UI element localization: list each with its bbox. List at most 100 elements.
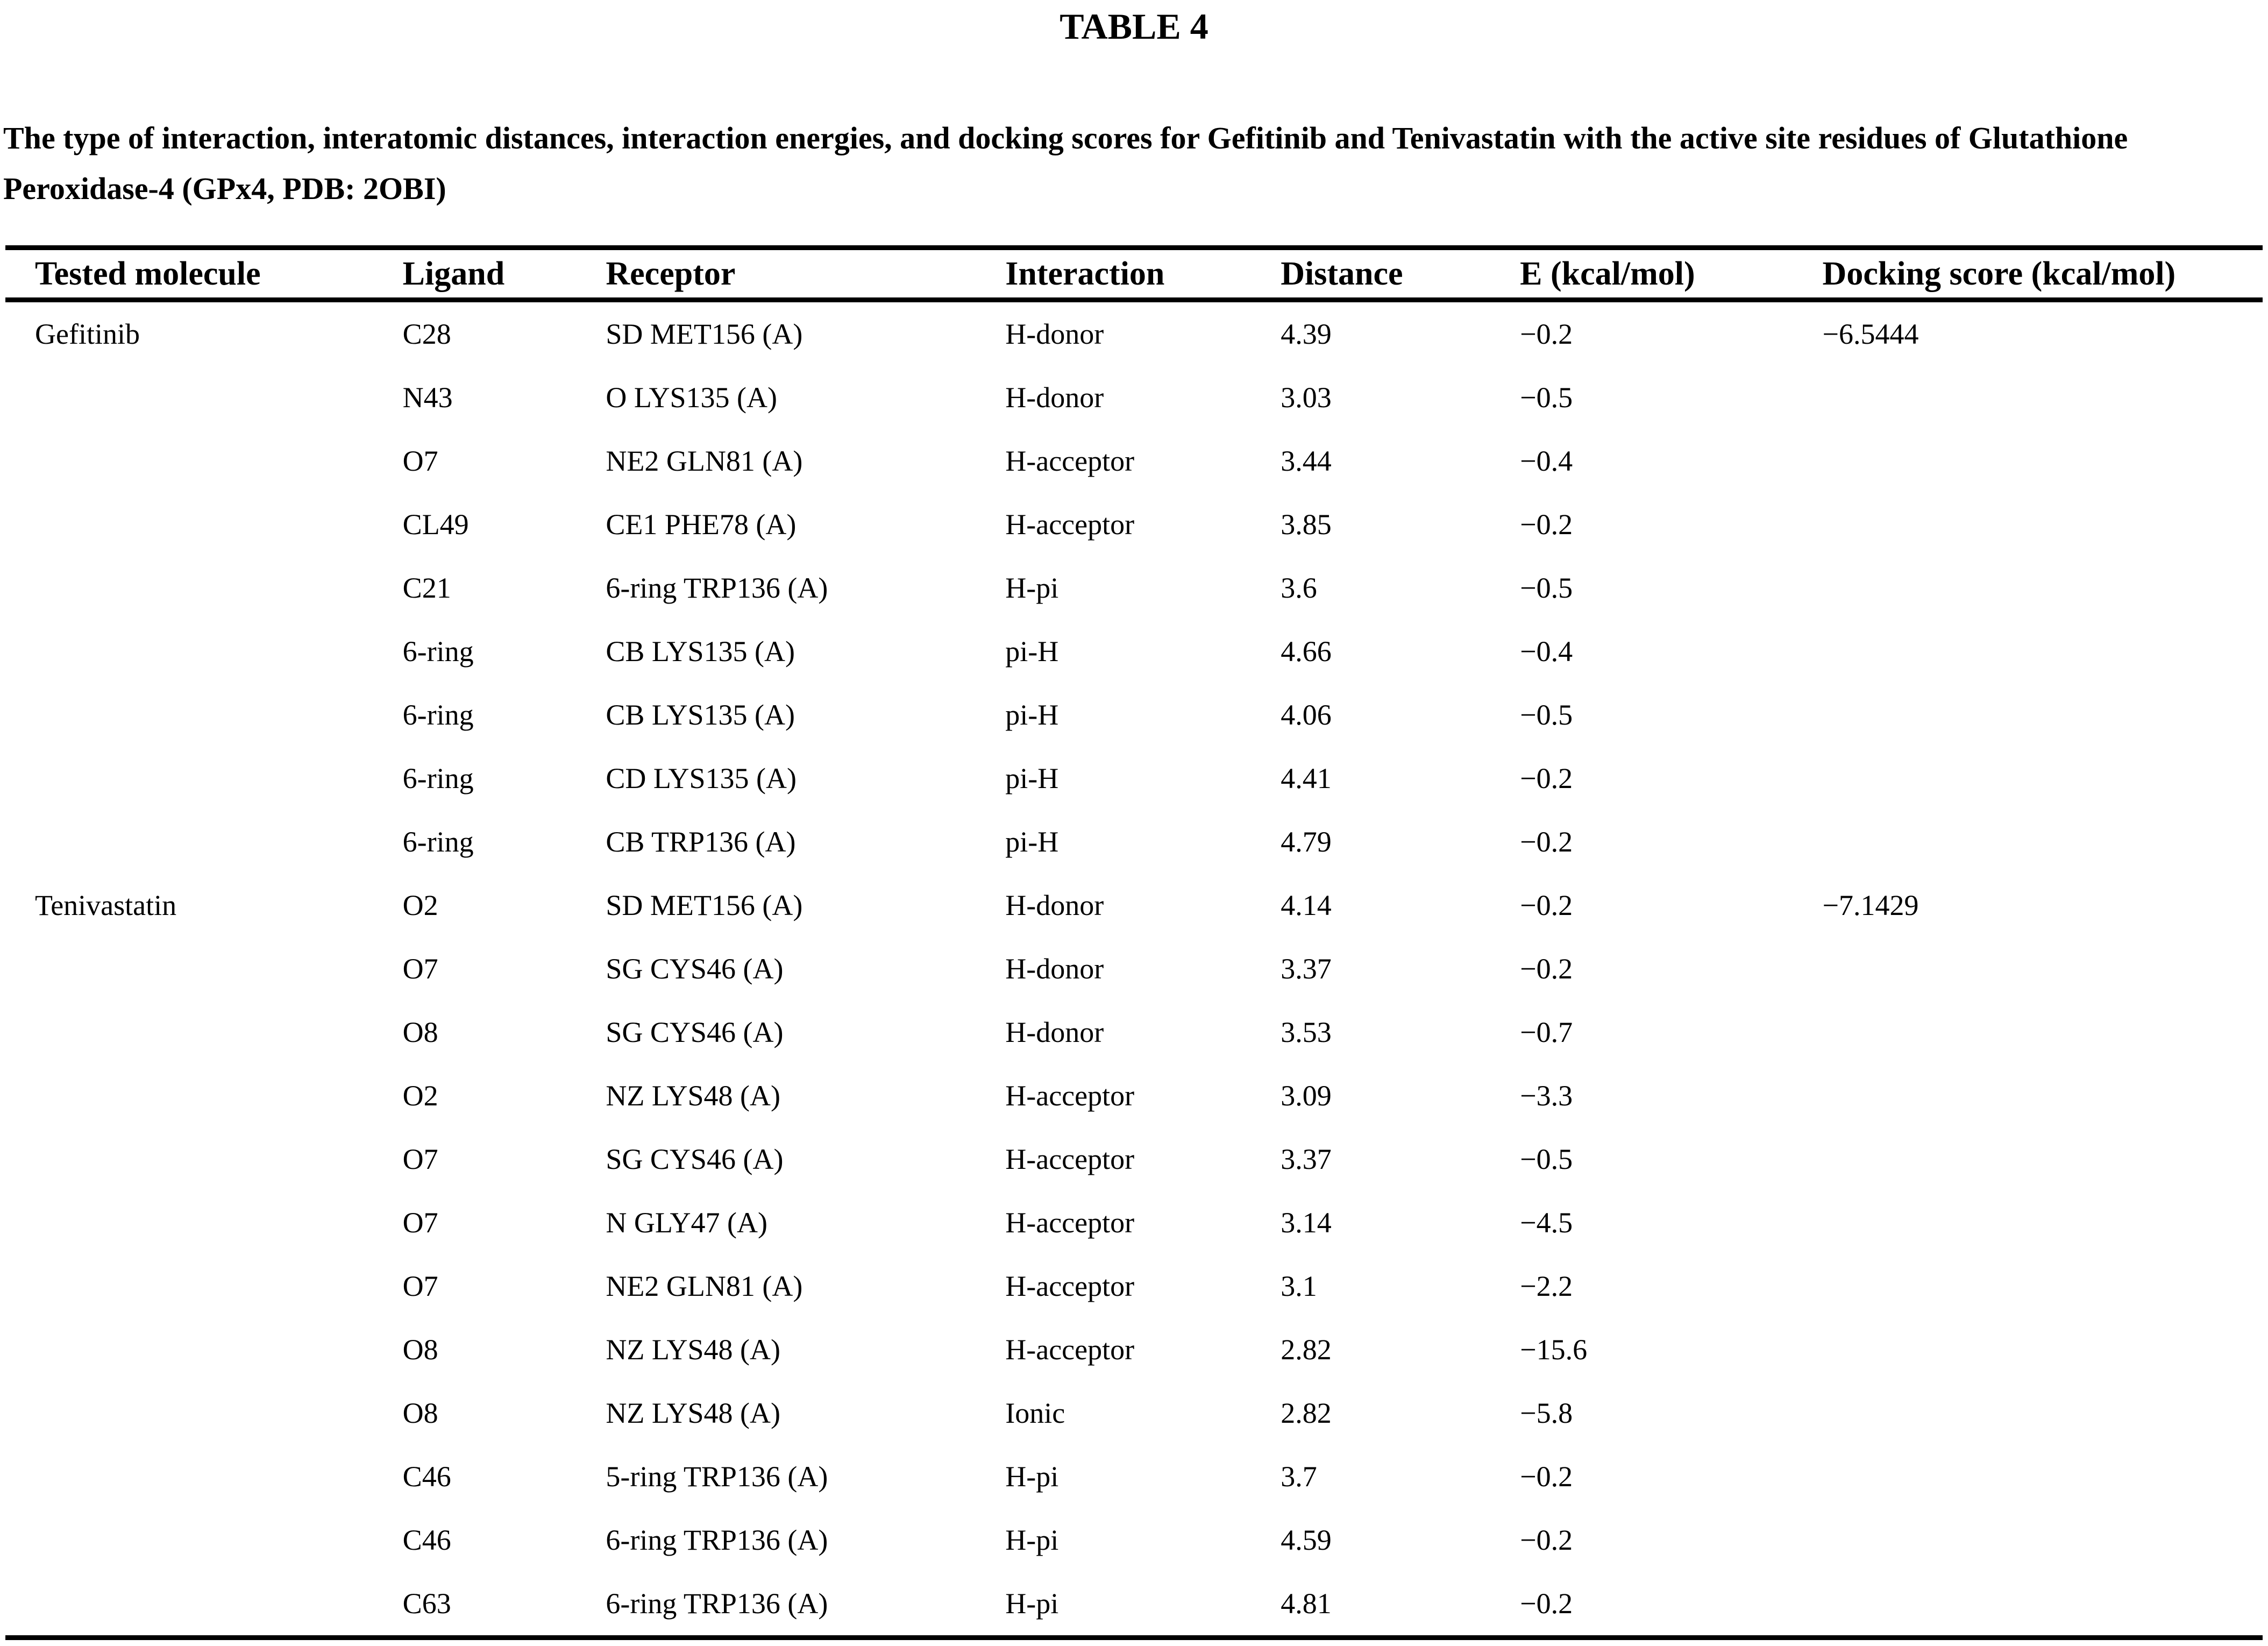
cell-energy: −0.4 <box>1520 445 1573 478</box>
col-header-docking-score: Docking score (kcal/mol) <box>1822 247 2263 303</box>
table-caption: The type of interaction, interatomic dis… <box>3 120 2128 207</box>
cell-interaction: H-acceptor <box>1005 508 1135 541</box>
cell-interaction: H-donor <box>1005 381 1104 414</box>
cell-ligand: O2 <box>402 1080 438 1112</box>
cell-energy: −3.3 <box>1520 1080 1573 1112</box>
cell-ligand: C28 <box>402 318 451 351</box>
cell-tested-molecule: Gefitinib <box>35 318 140 351</box>
cell-distance: 3.37 <box>1281 1143 1332 1176</box>
cell-tested-molecule <box>5 747 403 810</box>
cell-ligand: O7 <box>402 1207 438 1239</box>
table-row: O7 N GLY47 (A) H-acceptor 3.14 −4.5 <box>5 1191 2263 1254</box>
cell-energy: −0.4 <box>1520 635 1573 668</box>
cell-distance: 3.44 <box>1281 445 1332 478</box>
cell-interaction: H-acceptor <box>1005 445 1135 478</box>
col-header-tested-molecule: Tested molecule <box>5 247 403 303</box>
cell-distance: 3.85 <box>1281 508 1332 541</box>
table-row: O7 NE2 GLN81 (A) H-acceptor 3.1 −2.2 <box>5 1254 2263 1318</box>
cell-distance: 4.66 <box>1281 635 1332 668</box>
cell-tested-molecule <box>5 1191 403 1254</box>
cell-tested-molecule <box>5 366 403 429</box>
cell-interaction: H-pi <box>1005 1460 1059 1493</box>
cell-receptor: SG CYS46 (A) <box>606 953 784 985</box>
cell-interaction: H-donor <box>1005 1016 1104 1049</box>
cell-receptor: SD MET156 (A) <box>606 889 803 922</box>
cell-docking-score <box>1823 810 2263 874</box>
cell-ligand: CL49 <box>402 508 469 541</box>
cell-energy: −0.7 <box>1520 1016 1573 1049</box>
cell-interaction: pi-H <box>1005 762 1059 795</box>
cell-interaction: H-pi <box>1005 1524 1059 1557</box>
cell-tested-molecule <box>5 1318 403 1381</box>
cell-receptor: 6-ring TRP136 (A) <box>606 1524 828 1557</box>
cell-tested-molecule <box>5 1064 403 1127</box>
table-row: C46 6-ring TRP136 (A) H-pi 4.59 −0.2 <box>5 1508 2263 1572</box>
cell-ligand: O7 <box>402 1270 438 1303</box>
cell-ligand: O2 <box>402 889 438 922</box>
cell-docking-score <box>1823 1001 2263 1064</box>
col-header-distance: Distance <box>1281 247 1520 303</box>
table-row: C21 6-ring TRP136 (A) H-pi 3.6 −0.5 <box>5 556 2263 620</box>
cell-ligand: O8 <box>402 1333 438 1366</box>
cell-interaction: H-acceptor <box>1005 1270 1135 1303</box>
cell-energy: −0.2 <box>1520 1460 1573 1493</box>
cell-interaction: H-donor <box>1005 889 1104 922</box>
cell-distance: 3.6 <box>1281 572 1317 605</box>
cell-interaction: pi-H <box>1005 699 1059 732</box>
cell-ligand: O7 <box>402 1143 438 1176</box>
cell-distance: 4.79 <box>1281 826 1332 859</box>
cell-docking-score <box>1823 366 2263 429</box>
cell-interaction: H-acceptor <box>1005 1080 1135 1112</box>
cell-ligand: O8 <box>402 1016 438 1049</box>
cell-ligand: O7 <box>402 445 438 478</box>
cell-interaction: H-pi <box>1005 572 1059 605</box>
cell-distance: 4.41 <box>1281 762 1332 795</box>
cell-distance: 3.1 <box>1281 1270 1317 1303</box>
cell-receptor: NZ LYS48 (A) <box>606 1397 780 1430</box>
cell-energy: −0.2 <box>1520 953 1573 985</box>
col-header-receptor: Receptor <box>606 247 1006 303</box>
cell-distance: 3.7 <box>1281 1460 1317 1493</box>
cell-docking-score <box>1823 1508 2263 1572</box>
cell-interaction: H-acceptor <box>1005 1207 1135 1239</box>
cell-receptor: NZ LYS48 (A) <box>606 1080 780 1112</box>
cell-tested-molecule <box>5 1572 403 1638</box>
table-title: TABLE 4 <box>1060 6 1208 47</box>
cell-distance: 4.39 <box>1281 318 1332 351</box>
cell-tested-molecule <box>5 1254 403 1318</box>
cell-ligand: 6-ring <box>402 826 474 859</box>
table-row: 6-ring CB TRP136 (A) pi-H 4.79 −0.2 <box>5 810 2263 874</box>
cell-tested-molecule <box>5 683 403 747</box>
col-header-energy: E (kcal/mol) <box>1520 247 1823 303</box>
cell-tested-molecule <box>5 1127 403 1191</box>
cell-docking-score <box>1823 1572 2263 1638</box>
cell-tested-molecule <box>5 1001 403 1064</box>
col-header-ligand: Ligand <box>402 247 606 303</box>
cell-ligand: C63 <box>402 1587 451 1620</box>
cell-receptor: CB LYS135 (A) <box>606 699 795 732</box>
table-row: C46 5-ring TRP136 (A) H-pi 3.7 −0.2 <box>5 1445 2263 1508</box>
cell-interaction: Ionic <box>1005 1397 1065 1430</box>
cell-receptor: CD LYS135 (A) <box>606 762 797 795</box>
cell-energy: −15.6 <box>1520 1333 1588 1366</box>
cell-docking-score <box>1823 937 2263 1001</box>
cell-distance: 2.82 <box>1281 1397 1332 1430</box>
cell-receptor: CB LYS135 (A) <box>606 635 795 668</box>
col-header-interaction: Interaction <box>1005 247 1281 303</box>
cell-energy: −0.2 <box>1520 1587 1573 1620</box>
cell-receptor: O LYS135 (A) <box>606 381 777 414</box>
cell-tested-molecule <box>5 810 403 874</box>
cell-interaction: pi-H <box>1005 826 1059 859</box>
cell-energy: −0.2 <box>1520 826 1573 859</box>
cell-receptor: 6-ring TRP136 (A) <box>606 572 828 605</box>
cell-docking-score <box>1823 556 2263 620</box>
cell-ligand: N43 <box>402 381 453 414</box>
cell-distance: 3.53 <box>1281 1016 1332 1049</box>
table-row: Gefitinib C28 SD MET156 (A) H-donor 4.39… <box>5 300 2263 366</box>
cell-receptor: CE1 PHE78 (A) <box>606 508 797 541</box>
cell-receptor: NE2 GLN81 (A) <box>606 445 803 478</box>
table-row: C63 6-ring TRP136 (A) H-pi 4.81 −0.2 <box>5 1572 2263 1638</box>
cell-distance: 3.03 <box>1281 381 1332 414</box>
cell-tested-molecule <box>5 620 403 683</box>
cell-distance: 4.06 <box>1281 699 1332 732</box>
